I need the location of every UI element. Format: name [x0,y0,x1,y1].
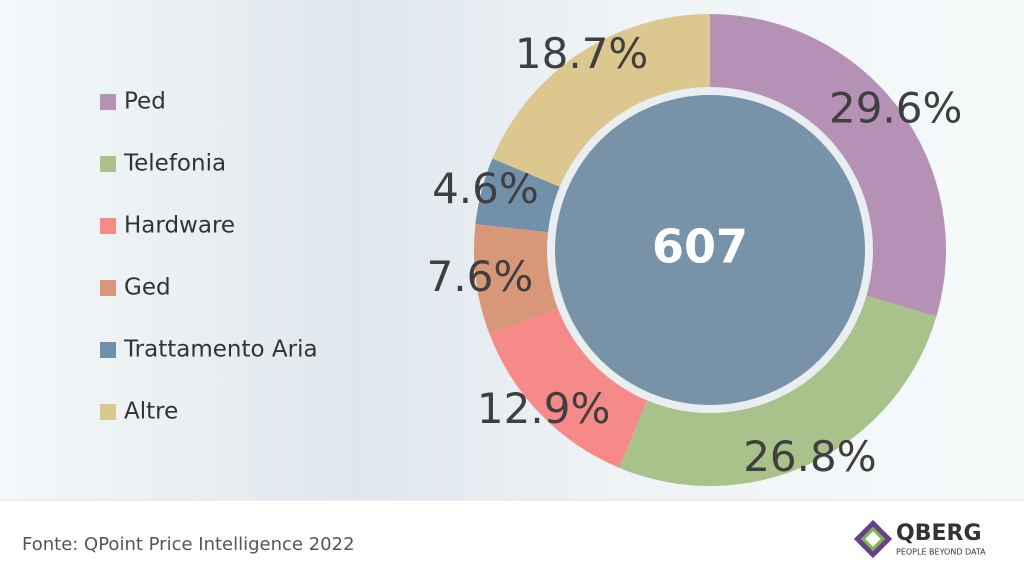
legend-label: Telefonia [123,151,226,177]
chart: 29.6% 26.8% 12.9% 7.6% 4.6% 18.7% 607 Ped Telefo… [100,14,962,486]
logo-icon [853,519,893,559]
logo: QBERG PEOPLE BEYOND DATA [853,519,986,559]
value-label: 12.9% [477,384,610,433]
value-label: 26.8% [743,432,876,481]
donut-slice [473,224,570,335]
center-label: 607 [652,220,748,274]
source: Fonte: QPoint Price Intelligence 2022 [22,534,355,555]
donut-slice [489,303,653,468]
legend-label: Altre [124,399,178,425]
legend-label: Trattamento Aria [123,337,318,363]
donut-slice [475,158,572,234]
logo-tagline: PEOPLE BEYOND DATA [896,548,986,557]
value-label: 4.6% [432,164,539,213]
logo-text: QBERG [896,521,982,546]
legend-label: Ped [124,89,166,115]
legend-label: Hardware [124,213,235,239]
legend-swatch [100,342,116,358]
legend-swatch [100,218,116,234]
legend-swatch [100,404,116,420]
legend-swatch [100,94,116,110]
legend-swatch [100,280,116,296]
value-label: 7.6% [427,252,534,301]
value-label: 18.7% [515,29,648,78]
legend-swatch [100,156,116,172]
center-disc [555,95,865,405]
logo-icon-inner [860,526,886,552]
donut-slice [492,14,710,192]
donut-slice [710,14,946,317]
legend-label: Ged [124,275,171,301]
value-label: 29.6% [829,83,962,132]
